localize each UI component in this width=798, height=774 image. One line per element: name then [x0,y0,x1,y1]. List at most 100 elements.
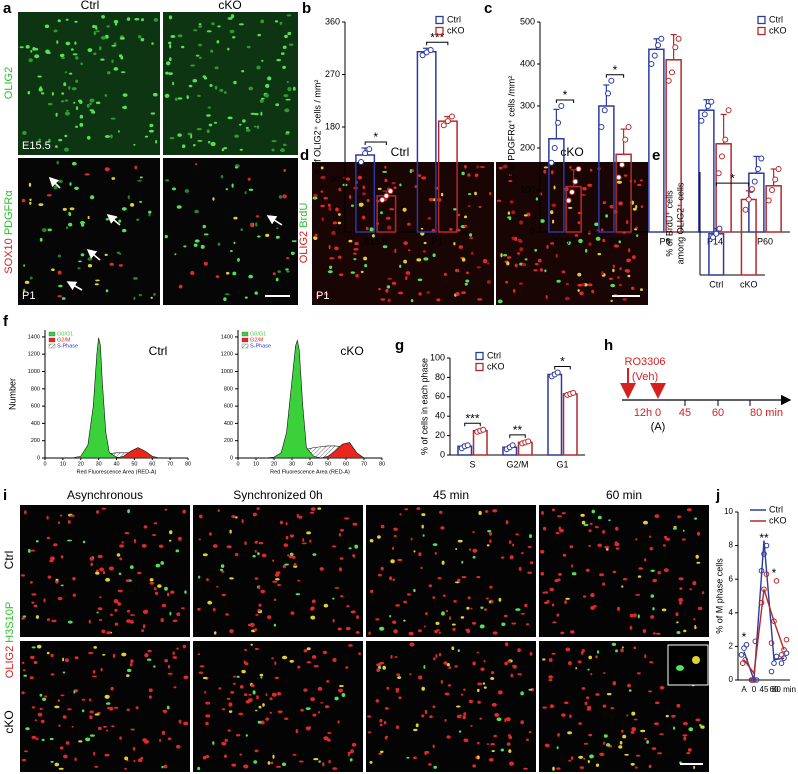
column-header: Asynchronous [67,488,143,502]
cell [22,615,27,618]
arrow [86,248,101,261]
cell [384,178,388,183]
cell [62,715,67,719]
cell [286,80,289,84]
cell [129,663,133,667]
cell [108,566,114,571]
data-point [775,166,782,172]
data-point [718,153,725,160]
cell [540,549,545,554]
cell [153,587,157,591]
cell [584,701,588,706]
y-tick-label: 60 [435,391,445,401]
data-point [763,571,770,577]
cell [177,133,182,137]
cell [49,556,55,561]
cell [418,292,422,296]
cell [626,714,629,717]
cell [484,608,488,611]
data-point [572,178,579,185]
cell [67,520,71,524]
cell [586,708,591,711]
cell [51,92,55,96]
cell [539,219,545,223]
cell [79,122,84,127]
data-point [525,438,532,445]
cell [127,509,130,514]
cell [31,601,35,604]
cell [480,667,485,671]
x-tick-label: 60 [149,461,155,467]
cell [109,262,114,266]
cell [89,98,95,103]
cell [195,163,198,166]
significance-label: * [373,130,378,144]
cell [553,185,556,190]
cell [216,585,219,588]
cell [30,49,33,53]
cell [379,626,385,631]
cell [228,710,233,713]
x-tick-label: 70 [167,461,173,467]
cell [78,260,82,263]
cell [640,729,646,733]
cell [118,54,123,58]
cell [491,702,497,707]
cell [673,527,677,530]
x-tick-label: E15.5 [553,236,577,246]
cell [111,177,116,180]
cell [57,179,63,183]
cell [650,615,655,619]
cell [317,507,322,510]
cell [49,559,54,563]
cell [456,705,461,708]
cell [107,71,111,75]
cell [161,730,166,735]
cell [579,766,585,769]
cell [581,650,584,655]
cell [168,15,173,20]
x-tick-label: 0 [43,461,46,467]
cell [221,148,225,152]
y-tick-label: 2 [729,642,734,651]
cell [218,687,222,690]
column-header: cKO [218,0,241,12]
cell [22,669,26,672]
cell [277,710,283,714]
cell [458,245,463,249]
cell [334,246,339,251]
micrograph [18,12,160,155]
data-point [765,197,772,204]
cell [170,35,176,38]
data-point [570,389,577,396]
cell [497,299,503,304]
panel-label: d [300,147,309,164]
cell [618,240,621,244]
cell [437,577,442,580]
cell [579,291,584,296]
cell [544,591,548,594]
legend-label: S-Phase [250,343,271,349]
cell [568,661,572,666]
cell [84,173,90,176]
cell [320,701,323,704]
cell [80,62,83,66]
data-point [658,35,665,42]
cell [640,205,644,209]
cell [360,270,364,274]
data-point [601,107,608,114]
cell [500,748,504,752]
cell [692,581,697,586]
cell [73,101,76,104]
cell [276,765,281,768]
cell [60,555,64,559]
cell [577,660,582,664]
cell [644,654,647,659]
cell [382,665,387,670]
cell [590,593,595,598]
cell [417,278,423,282]
cell [310,507,316,511]
legend-label: G2/M [57,337,71,343]
cell [94,713,100,716]
cell [375,699,379,703]
